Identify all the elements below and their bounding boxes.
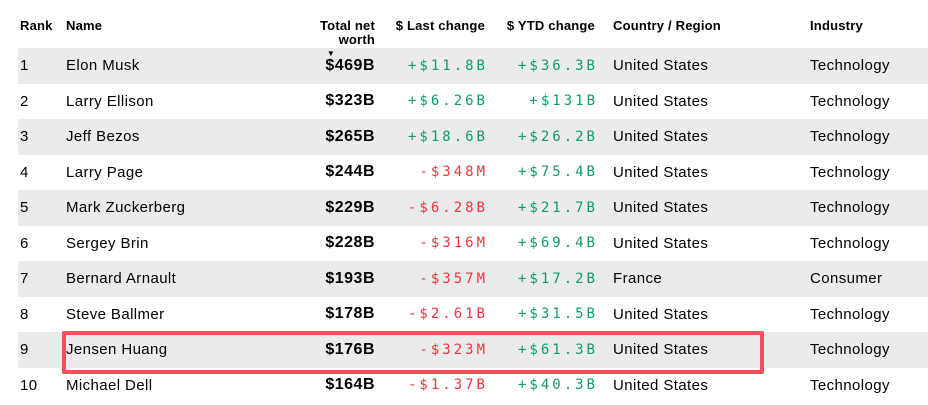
industry-cell: Technology bbox=[810, 163, 890, 181]
name-cell[interactable]: Michael Dell bbox=[66, 376, 153, 394]
net-worth-cell: $265B bbox=[325, 127, 375, 145]
column-header-net-worth-label: Total net worth bbox=[320, 18, 375, 47]
last-change-cell: +$6.26B bbox=[407, 93, 488, 110]
rank-cell: 8 bbox=[20, 305, 29, 323]
rank-cell: 1 bbox=[20, 57, 29, 75]
net-worth-cell: $244B bbox=[325, 163, 375, 181]
industry-cell: Technology bbox=[810, 57, 890, 75]
industry-cell: Technology bbox=[810, 199, 890, 217]
ytd-change-cell: +$40.3B bbox=[517, 377, 598, 394]
name-cell[interactable]: Bernard Arnault bbox=[66, 270, 177, 288]
country-cell: United States bbox=[613, 163, 709, 181]
industry-cell: Consumer bbox=[810, 270, 883, 288]
country-cell: United States bbox=[613, 128, 709, 146]
column-header-last-change[interactable]: $ Last change bbox=[395, 18, 485, 33]
net-worth-cell: $469B bbox=[325, 56, 375, 74]
column-header-net-worth[interactable]: Total net worth ▼ bbox=[281, 19, 375, 58]
country-cell: United States bbox=[613, 57, 709, 75]
country-cell: United States bbox=[613, 376, 709, 394]
net-worth-cell: $193B bbox=[325, 269, 375, 287]
table-header-row: Rank Name Total net worth ▼ $ Last chang… bbox=[18, 0, 928, 58]
last-change-cell: -$348M bbox=[419, 164, 488, 181]
table-row: 1 Elon Musk $469B +$11.8B +$36.3B United… bbox=[18, 48, 928, 84]
rank-cell: 4 bbox=[20, 163, 29, 181]
ytd-change-cell: +$131B bbox=[529, 93, 598, 110]
ytd-change-cell: +$61.3B bbox=[517, 341, 598, 358]
rank-cell: 3 bbox=[20, 128, 29, 146]
net-worth-cell: $323B bbox=[325, 92, 375, 110]
last-change-cell: -$357M bbox=[419, 270, 488, 287]
name-cell[interactable]: Larry Page bbox=[66, 163, 144, 181]
table-row: 8 Steve Ballmer $178B -$2.61B +$31.5B Un… bbox=[18, 297, 928, 333]
rank-cell: 2 bbox=[20, 92, 29, 110]
net-worth-cell: $228B bbox=[325, 234, 375, 252]
name-cell[interactable]: Mark Zuckerberg bbox=[66, 199, 186, 217]
name-cell[interactable]: Jensen Huang bbox=[66, 341, 168, 359]
country-cell: United States bbox=[613, 341, 709, 359]
net-worth-cell: $176B bbox=[325, 340, 375, 358]
last-change-cell: -$6.28B bbox=[407, 199, 488, 216]
name-cell[interactable]: Elon Musk bbox=[66, 57, 140, 75]
table-row: 9 Jensen Huang $176B -$323M +$61.3B Unit… bbox=[18, 332, 928, 368]
table-row: 7 Bernard Arnault $193B -$357M +$17.2B F… bbox=[18, 261, 928, 297]
last-change-cell: +$11.8B bbox=[407, 57, 488, 74]
table-row: 4 Larry Page $244B -$348M +$75.4B United… bbox=[18, 155, 928, 191]
ytd-change-cell: +$17.2B bbox=[517, 270, 598, 287]
rank-cell: 9 bbox=[20, 341, 29, 359]
ytd-change-cell: +$21.7B bbox=[517, 199, 598, 216]
rank-cell: 6 bbox=[20, 234, 29, 252]
industry-cell: Technology bbox=[810, 128, 890, 146]
ytd-change-cell: +$26.2B bbox=[517, 128, 598, 145]
industry-cell: Technology bbox=[810, 376, 890, 394]
table-row: 3 Jeff Bezos $265B +$18.6B +$26.2B Unite… bbox=[18, 119, 928, 155]
country-cell: United States bbox=[613, 92, 709, 110]
name-cell[interactable]: Jeff Bezos bbox=[66, 128, 140, 146]
last-change-cell: -$323M bbox=[419, 341, 488, 358]
table-row: 10 Michael Dell $164B -$1.37B +$40.3B Un… bbox=[18, 368, 928, 404]
last-change-cell: -$316M bbox=[419, 235, 488, 252]
last-change-cell: -$1.37B bbox=[407, 377, 488, 394]
table-row: 6 Sergey Brin $228B -$316M +$69.4B Unite… bbox=[18, 226, 928, 262]
country-cell: France bbox=[613, 270, 663, 288]
column-header-country[interactable]: Country / Region bbox=[613, 18, 721, 33]
table-row: 2 Larry Ellison $323B +$6.26B +$131B Uni… bbox=[18, 84, 928, 120]
ytd-change-cell: +$31.5B bbox=[517, 306, 598, 323]
last-change-cell: -$2.61B bbox=[407, 306, 488, 323]
country-cell: United States bbox=[613, 305, 709, 323]
column-header-name[interactable]: Name bbox=[66, 18, 103, 33]
column-header-industry[interactable]: Industry bbox=[810, 18, 863, 33]
ytd-change-cell: +$69.4B bbox=[517, 235, 598, 252]
name-cell[interactable]: Steve Ballmer bbox=[66, 305, 165, 323]
ytd-change-cell: +$75.4B bbox=[517, 164, 598, 181]
rank-cell: 7 bbox=[20, 270, 29, 288]
table-body: 1 Elon Musk $469B +$11.8B +$36.3B United… bbox=[0, 48, 928, 403]
table-row: 5 Mark Zuckerberg $229B -$6.28B +$21.7B … bbox=[18, 190, 928, 226]
industry-cell: Technology bbox=[810, 305, 890, 323]
rank-cell: 10 bbox=[20, 376, 38, 394]
industry-cell: Technology bbox=[810, 92, 890, 110]
ytd-change-cell: +$36.3B bbox=[517, 57, 598, 74]
sort-descending-icon: ▼ bbox=[326, 49, 335, 58]
column-header-rank[interactable]: Rank bbox=[20, 18, 53, 33]
net-worth-cell: $229B bbox=[325, 198, 375, 216]
industry-cell: Technology bbox=[810, 341, 890, 359]
net-worth-cell: $164B bbox=[325, 376, 375, 394]
last-change-cell: +$18.6B bbox=[407, 128, 488, 145]
country-cell: United States bbox=[613, 199, 709, 217]
industry-cell: Technology bbox=[810, 234, 890, 252]
rank-cell: 5 bbox=[20, 199, 29, 217]
net-worth-cell: $178B bbox=[325, 305, 375, 323]
name-cell[interactable]: Sergey Brin bbox=[66, 234, 149, 252]
country-cell: United States bbox=[613, 234, 709, 252]
column-header-ytd-change[interactable]: $ YTD change bbox=[506, 18, 595, 33]
name-cell[interactable]: Larry Ellison bbox=[66, 92, 154, 110]
